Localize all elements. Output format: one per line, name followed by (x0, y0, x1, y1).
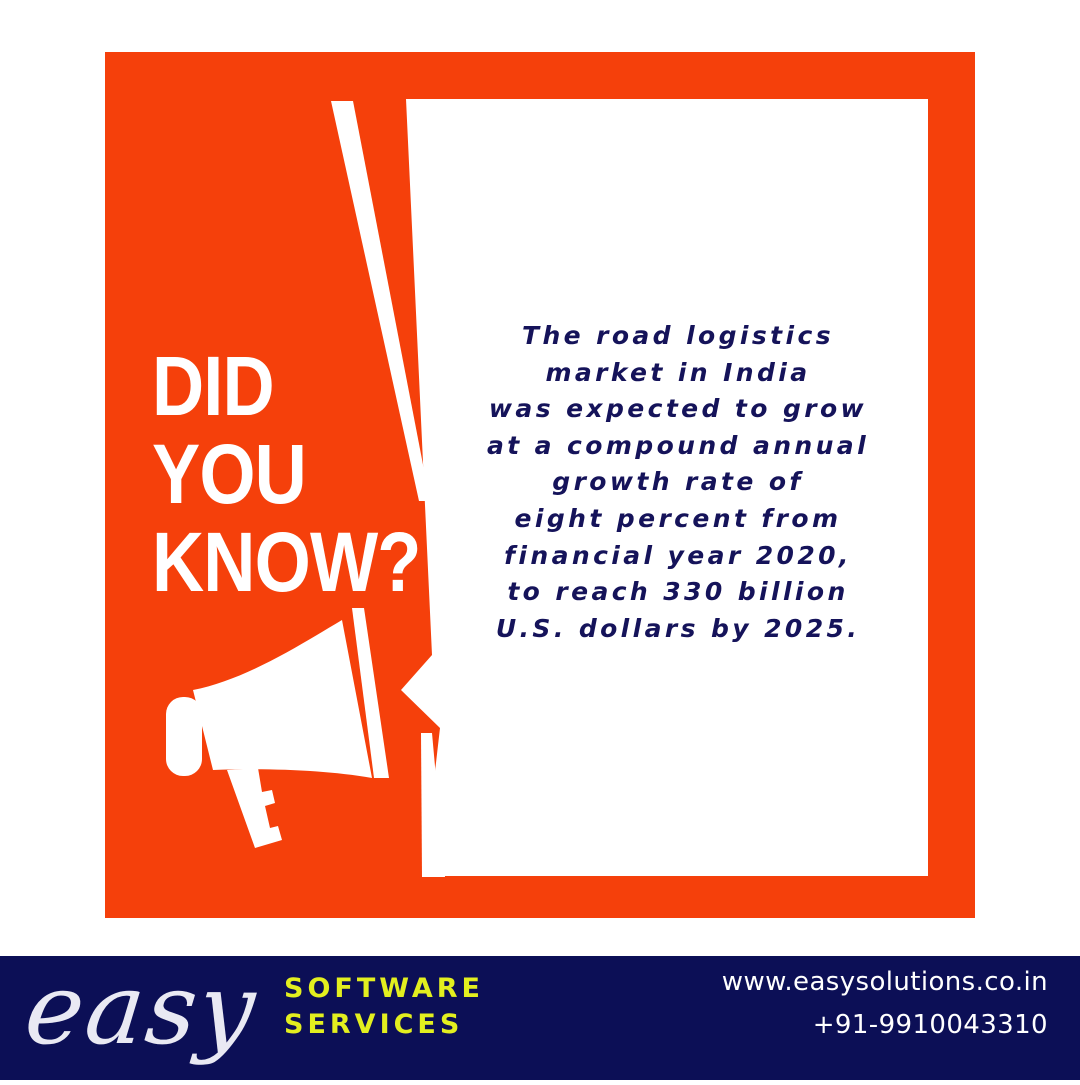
sound-rays (331, 101, 445, 877)
phone-number: +91-9910043310 (812, 1010, 1048, 1040)
brand-logo-script: easy (20, 953, 263, 1067)
brand-word-services: SERVICES (284, 1009, 464, 1040)
fact-line: eight percent from (514, 503, 842, 533)
footer-bar: easy SOFTWARE SERVICES www.easysolutions… (0, 953, 1080, 1080)
fact-line: The road logistics (522, 321, 834, 350)
fact-line: growth rate of (552, 467, 804, 497)
headline-know: KNOW? (152, 515, 421, 609)
fact-line: financial year 2020, (504, 540, 852, 570)
sound-ray-top (331, 101, 430, 501)
website-link[interactable]: www.easysolutions.co.in (721, 967, 1048, 997)
fact-line: at a compound annual (486, 430, 870, 460)
speech-bubble-icon (401, 99, 928, 876)
fact-line: market in India (545, 357, 811, 387)
headline-you: YOU (152, 427, 307, 521)
megaphone-icon (166, 608, 389, 848)
fact-line: U.S. dollars by 2025. (495, 613, 861, 643)
fact-line: was expected to grow (488, 394, 868, 424)
sound-ray-bottom (421, 733, 445, 877)
fact-line: to reach 330 billion (507, 577, 849, 607)
headline-did: DID (152, 339, 275, 433)
fact-text: The road logistics market in India was e… (438, 318, 918, 647)
brand-word-software: SOFTWARE (284, 973, 484, 1004)
